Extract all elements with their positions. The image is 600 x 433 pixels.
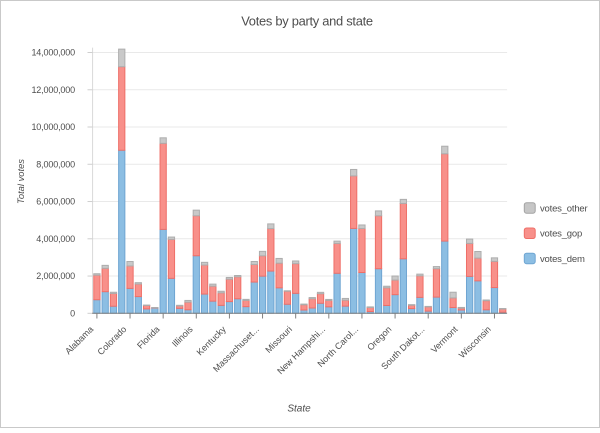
svg-text:State: State: [287, 404, 311, 415]
svg-text:votes_gop: votes_gop: [540, 229, 582, 240]
svg-text:10,000,000: 10,000,000: [31, 122, 75, 132]
svg-text:votes_other: votes_other: [540, 203, 587, 214]
svg-text:Total votes: Total votes: [15, 159, 26, 204]
svg-text:Votes by party and state: Votes by party and state: [241, 13, 373, 28]
svg-text:8,000,000: 8,000,000: [36, 159, 75, 169]
svg-text:votes_dem: votes_dem: [540, 254, 585, 265]
svg-text:0: 0: [70, 309, 75, 319]
svg-text:14,000,000: 14,000,000: [31, 48, 75, 58]
svg-text:2,000,000: 2,000,000: [36, 271, 75, 281]
svg-text:4,000,000: 4,000,000: [36, 234, 75, 244]
svg-text:12,000,000: 12,000,000: [31, 85, 75, 95]
svg-text:6,000,000: 6,000,000: [36, 197, 75, 207]
